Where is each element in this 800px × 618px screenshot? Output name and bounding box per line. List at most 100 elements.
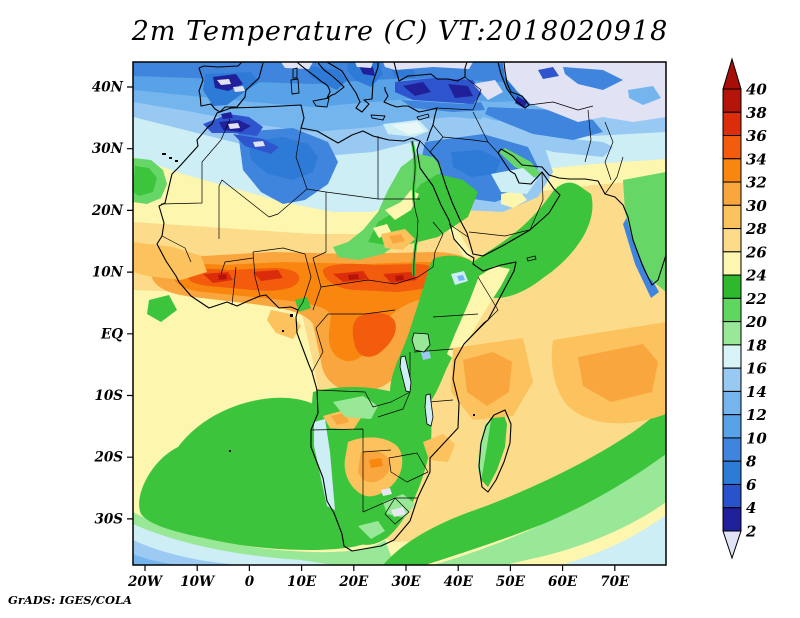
colorbar-label: 16 [746, 360, 767, 378]
temperature-field [133, 62, 666, 565]
lon-label: 20E [338, 574, 369, 590]
colorbar-label: 6 [746, 476, 757, 494]
colorbar-label: 10 [746, 429, 767, 447]
colorbar-box [722, 135, 742, 160]
lat-label: EQ [100, 326, 123, 342]
colorbar-arrow-above-max [722, 57, 742, 90]
colorbar-label: 38 [746, 104, 767, 122]
colorbar-box [722, 437, 742, 462]
lat-label: 10N [92, 265, 124, 281]
field-lavender-below-2 [217, 62, 666, 147]
colorbar-box [722, 111, 742, 137]
colorbar-labels: 40 38 36 34 32 30 28 26 24 22 20 18 16 1… [745, 81, 767, 541]
colorbar-box [722, 181, 742, 206]
colorbar-box [722, 460, 742, 485]
lon-label: 30E [391, 574, 421, 590]
iberia-coastline [198, 62, 264, 113]
blacksea-coastline [393, 62, 468, 82]
lat-ticks [127, 86, 133, 520]
lon-label: 70E [600, 574, 630, 590]
field-pale-yellow-patches [373, 190, 527, 360]
island-outlines [290, 67, 537, 262]
lon-label: 10E [287, 574, 317, 590]
colorbar-boxes [722, 88, 742, 532]
italy-coastline [296, 62, 345, 99]
field-green-core [133, 166, 666, 565]
field-light-green-fringe [133, 444, 666, 565]
lake-tanganyika [399, 355, 412, 393]
field-lavender-patches-south [381, 488, 406, 517]
field-lavender-inner-dark [538, 67, 559, 79]
lon-label: 60E [548, 574, 578, 590]
colorbar-label: 26 [745, 243, 767, 261]
map-frame [132, 61, 667, 566]
field-orange-patches [331, 234, 658, 483]
colorbar-box [722, 483, 742, 509]
field-sahel-core [218, 274, 404, 281]
colorbar-box [722, 414, 742, 439]
colorbar-label: 40 [746, 81, 767, 99]
balkans-coastline [326, 62, 379, 113]
madagascar-outline [478, 409, 512, 493]
lakes [399, 332, 434, 427]
lon-label: 50E [496, 574, 526, 590]
lat-label: 20N [91, 203, 124, 219]
colorbar-box [722, 367, 742, 392]
field-sahel-darkred [203, 270, 417, 283]
field-light-green-patches [333, 396, 491, 539]
field-4-6-blobs [203, 78, 483, 154]
colorbar-box [722, 228, 742, 253]
plot-title: 2m Temperature (C) VT:2018020918 [131, 16, 669, 47]
field-lavender-inner-blue2 [628, 86, 661, 105]
field-lavender-inner-blue [563, 67, 623, 90]
colorbar-label: 36 [746, 127, 767, 145]
colorbar: 40 38 36 34 32 30 28 26 24 22 20 18 16 1… [722, 57, 767, 560]
colorbar-label: 30 [746, 197, 767, 215]
colorbar-label: 4 [746, 499, 756, 517]
field-orange-core-patch [369, 458, 383, 468]
colorbar-box [722, 274, 742, 299]
lon-label: 10W [180, 574, 216, 590]
field-6-8-blobs [203, 62, 530, 180]
caspian-outline [497, 62, 530, 109]
arabia-coastline [429, 148, 561, 257]
field-navy-patches [213, 64, 527, 132]
lat-label: 30S [94, 511, 123, 527]
colorbar-box [722, 251, 742, 276]
colorbar-box [722, 390, 742, 416]
colorbar-box [722, 297, 742, 323]
lat-label: 10S [94, 388, 123, 404]
colorbar-label: 18 [746, 336, 767, 354]
colorbar-label: 34 [746, 150, 767, 168]
nile-river [411, 140, 419, 277]
lat-label: 30N [92, 141, 124, 157]
colorbar-label: 20 [745, 313, 767, 331]
colorbar-box [722, 204, 742, 230]
africa-coastline [156, 104, 517, 552]
lake-victoria [411, 332, 431, 353]
colorbar-label: 14 [746, 383, 767, 401]
map-area: 40N 30N 20N 10N EQ 10S 20S 30S 20W 10W 0… [91, 61, 667, 590]
field-sahel-red [187, 263, 442, 357]
lon-axis-labels: 20W 10W 0 10E 20E 30E 40E 50E 60E 70E [127, 574, 630, 590]
country-borders [160, 76, 624, 525]
colorbar-label: 32 [746, 174, 767, 192]
lon-ticks [144, 565, 616, 571]
colorbar-box [722, 88, 742, 113]
colorbar-label: 8 [746, 453, 757, 471]
grads-credit: GrADS: IGES/COLA [8, 593, 132, 607]
colorbar-label: 28 [745, 220, 767, 238]
colorbar-box [722, 344, 742, 369]
colorbar-box [722, 507, 742, 532]
field-amber-patches [133, 229, 666, 497]
colorbar-arrow-below-min [722, 530, 742, 560]
colorbar-box [722, 158, 742, 183]
lon-label: 40E [444, 574, 474, 590]
lat-axis-labels: 40N 30N 20N 10N EQ 10S 20S 30S [91, 80, 124, 528]
coastlines [156, 62, 666, 552]
lake-malawi [424, 393, 434, 427]
colorbar-label: 24 [745, 267, 767, 285]
colorbar-box [722, 321, 742, 346]
